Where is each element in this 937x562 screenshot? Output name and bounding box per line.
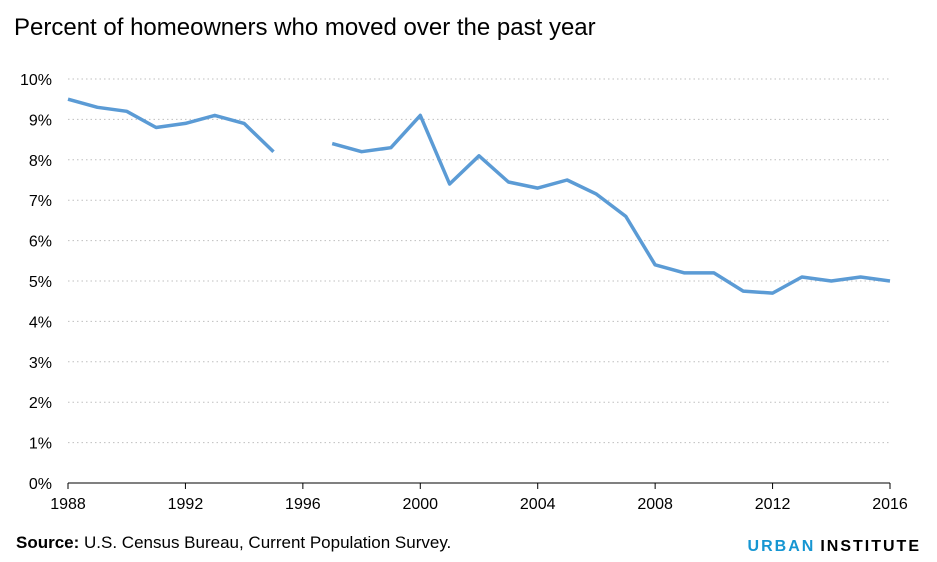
y-tick-label: 8% xyxy=(29,153,52,170)
axes xyxy=(67,482,891,489)
x-tick-label: 1996 xyxy=(285,496,321,513)
x-tick-label: 1992 xyxy=(168,496,204,513)
series-line xyxy=(67,97,891,295)
source-text: U.S. Census Bureau, Current Population S… xyxy=(79,533,452,552)
brand-part2: INSTITUTE xyxy=(820,538,921,555)
chart-title: Percent of homeowners who moved over the… xyxy=(14,14,596,41)
y-tick-label: 10% xyxy=(20,72,52,89)
y-tick-label: 6% xyxy=(29,234,52,251)
x-tick-label: 2004 xyxy=(520,496,556,513)
y-tick-label: 1% xyxy=(29,436,52,453)
brand-logo: URBAN INSTITUTE xyxy=(748,538,921,556)
y-tick-label: 2% xyxy=(29,395,52,412)
source-label: Source: xyxy=(16,533,80,552)
y-tick-label: 5% xyxy=(29,274,52,291)
series-group xyxy=(67,97,891,295)
x-tick-label: 2000 xyxy=(402,496,438,513)
x-tick-label: 2008 xyxy=(637,496,673,513)
y-tick-labels: 0% 1% 2% 3% 4% 5% 6% 7% 8% 9% 10% xyxy=(20,72,52,493)
y-tick-label: 4% xyxy=(29,314,52,331)
x-tick-label: 2012 xyxy=(755,496,791,513)
source-note: Source: U.S. Census Bureau, Current Popu… xyxy=(16,533,451,553)
y-tick-label: 9% xyxy=(29,112,52,129)
brand-part1: URBAN xyxy=(747,538,816,555)
y-tick-label: 3% xyxy=(29,355,52,372)
x-tick-label: 1988 xyxy=(50,496,86,513)
y-tick-label: 0% xyxy=(29,476,52,493)
x-tick-label: 2016 xyxy=(872,496,908,513)
gridlines xyxy=(68,78,890,444)
y-tick-label: 7% xyxy=(29,193,52,210)
x-tick-labels: 1988 1992 1996 2000 2004 2008 2012 2016 xyxy=(50,496,908,513)
